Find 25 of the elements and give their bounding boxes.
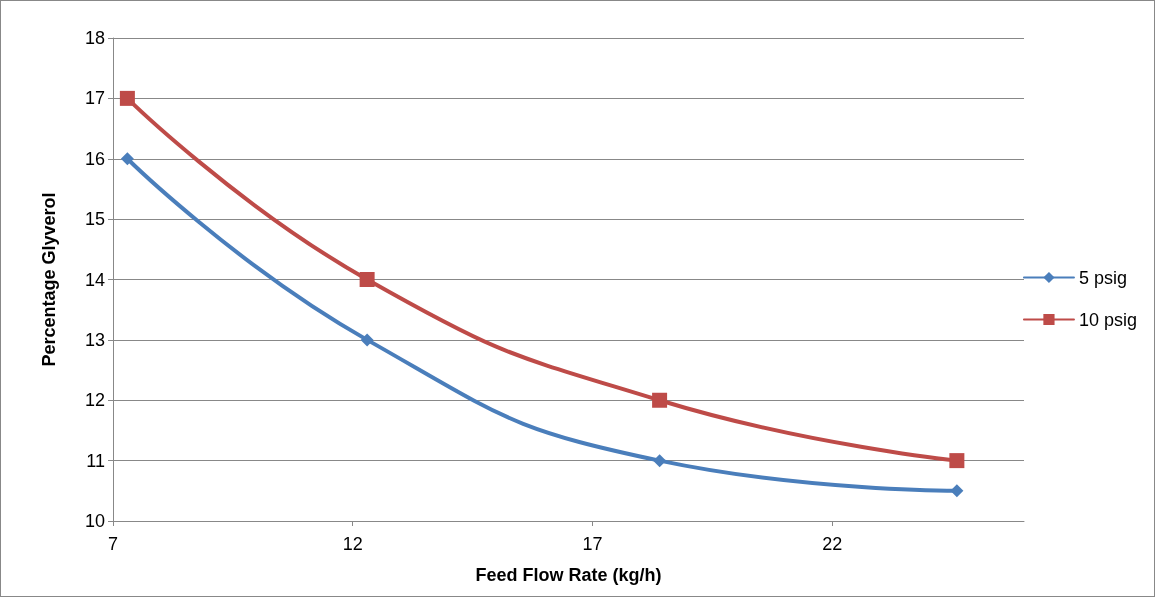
- legend-label: 5 psig: [1078, 267, 1127, 288]
- point: [360, 333, 374, 347]
- y-tick-label: 16: [84, 148, 105, 169]
- legend-label: 10 psig: [1078, 309, 1137, 330]
- x-tick-label: 17: [582, 534, 603, 554]
- y-tick-label: 10: [84, 511, 105, 531]
- x-tick-label: 22: [822, 534, 843, 554]
- y-tick-label: 11: [86, 450, 105, 471]
- point: [120, 152, 134, 166]
- point: [359, 272, 375, 287]
- point: [119, 90, 135, 106]
- y-tick-label: 14: [84, 269, 105, 290]
- y-tick-label: 13: [84, 329, 105, 350]
- y-tick-label: 17: [84, 88, 105, 109]
- y-tick-label: 12: [84, 390, 105, 411]
- y-tick-label: 18: [84, 28, 105, 48]
- y-tick-label: 15: [84, 209, 105, 230]
- x-axis-title: Feed Flow Rate (kg/h): [475, 565, 662, 585]
- x-tick-label: 7: [107, 534, 119, 554]
- point: [949, 453, 965, 469]
- x-tick-label: 12: [342, 534, 363, 554]
- point: [652, 392, 668, 408]
- y-axis-title: Percentage Glyverol: [39, 192, 59, 367]
- point: [653, 454, 667, 468]
- point: [950, 484, 964, 498]
